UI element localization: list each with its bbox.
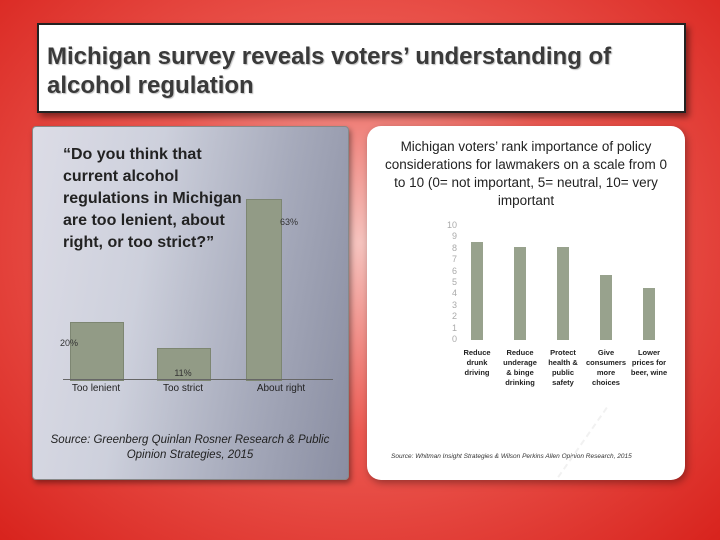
right-chart-panel: Michigan voters’ rank importance of poli…: [367, 126, 685, 480]
right-category-label-1: Reduce underage & binge drinking: [503, 348, 537, 387]
title-box: Michigan survey reveals voters’ understa…: [37, 23, 686, 113]
left-value-label-2: 63%: [279, 217, 298, 227]
right-chart-title: Michigan voters’ rank importance of poli…: [384, 139, 668, 208]
left-category-label-0: Too lenient: [71, 383, 121, 394]
left-value-label-0: 20%: [59, 337, 78, 348]
right-bar-3: [600, 275, 612, 340]
right-y-tick-3: 3: [451, 299, 457, 310]
right-y-tick-2: 2: [451, 311, 457, 322]
left-category-label-1: Too strict: [162, 383, 203, 394]
right-category-label-4: Lower prices for beer, wine: [630, 348, 668, 377]
right-bar-1: [514, 246, 526, 340]
left-source: Source: Greenberg Quinlan Rosner Researc…: [50, 434, 330, 461]
right-y-tick-4: 4: [451, 288, 457, 299]
left-bar-0: [70, 321, 124, 381]
right-category-label-3: Give consumers more choices: [585, 348, 627, 387]
right-y-tick-8: 8: [451, 242, 457, 253]
left-bar-1: [157, 347, 211, 381]
left-x-axis: [63, 379, 333, 380]
right-y-tick-0: 0: [451, 334, 457, 344]
right-bar-2: [557, 246, 569, 340]
right-source: Source: Whitman Insight Strategies & Wil…: [391, 453, 632, 460]
right-y-tick-9: 9: [451, 231, 457, 242]
right-y-tick-5: 5: [451, 277, 457, 287]
left-value-label-1: 11%: [174, 367, 192, 378]
survey-question: “Do you think that current alcohol regul…: [63, 146, 242, 251]
left-category-label-2: About right: [256, 383, 306, 394]
right-y-tick-6: 6: [451, 265, 457, 276]
right-y-tick-7: 7: [451, 254, 457, 265]
right-bar-0: [471, 241, 483, 340]
right-y-tick-1: 1: [451, 322, 457, 333]
slide-title: Michigan survey reveals voters’ understa…: [47, 43, 612, 99]
right-y-tick-10: 10: [446, 220, 457, 230]
right-category-label-2: Protect health & public safety: [548, 348, 578, 387]
left-chart-panel: “Do you think that current alcohol regul…: [32, 126, 349, 480]
right-category-label-0: Reduce drunk driving: [463, 348, 491, 377]
right-bar-4: [643, 287, 655, 340]
left-bar-2: [246, 199, 282, 381]
